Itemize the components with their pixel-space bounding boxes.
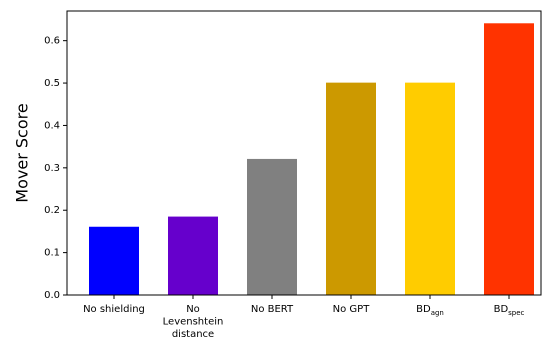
y-tick-label: 0.3 [44, 163, 60, 174]
bar-2 [168, 216, 218, 295]
y-tick-label: 0.1 [44, 248, 60, 259]
x-axis-ticks: No shielding No Levenshtein distance No BERT… [83, 295, 525, 340]
y-tick-label: 0.0 [44, 290, 60, 301]
bar-5 [405, 82, 455, 295]
y-tick-label: 0.6 [44, 36, 60, 47]
x-tick-label: No BERT [251, 304, 294, 315]
bar-6 [484, 23, 534, 295]
bars-group [89, 23, 534, 295]
bar-1 [89, 226, 139, 295]
y-axis-ticks: 0.0 0.1 0.2 0.3 0.4 0.5 0.6 [44, 36, 67, 301]
y-tick-label: 0.5 [44, 78, 60, 89]
y-tick-label: 0.2 [44, 205, 60, 216]
x-tick-label: BDagn [416, 304, 444, 317]
plot-frame [66, 10, 542, 296]
x-tick-label: No shielding [83, 304, 145, 315]
x-tick-label: No Levenshtein distance [163, 304, 224, 340]
y-tick-label: 0.4 [44, 120, 60, 131]
y-axis-label: Mover Score [13, 103, 32, 202]
x-tick-label: No GPT [333, 304, 371, 315]
x-tick-label: BDspec [494, 304, 525, 317]
bar-4 [326, 82, 376, 295]
bar-3 [247, 158, 297, 295]
